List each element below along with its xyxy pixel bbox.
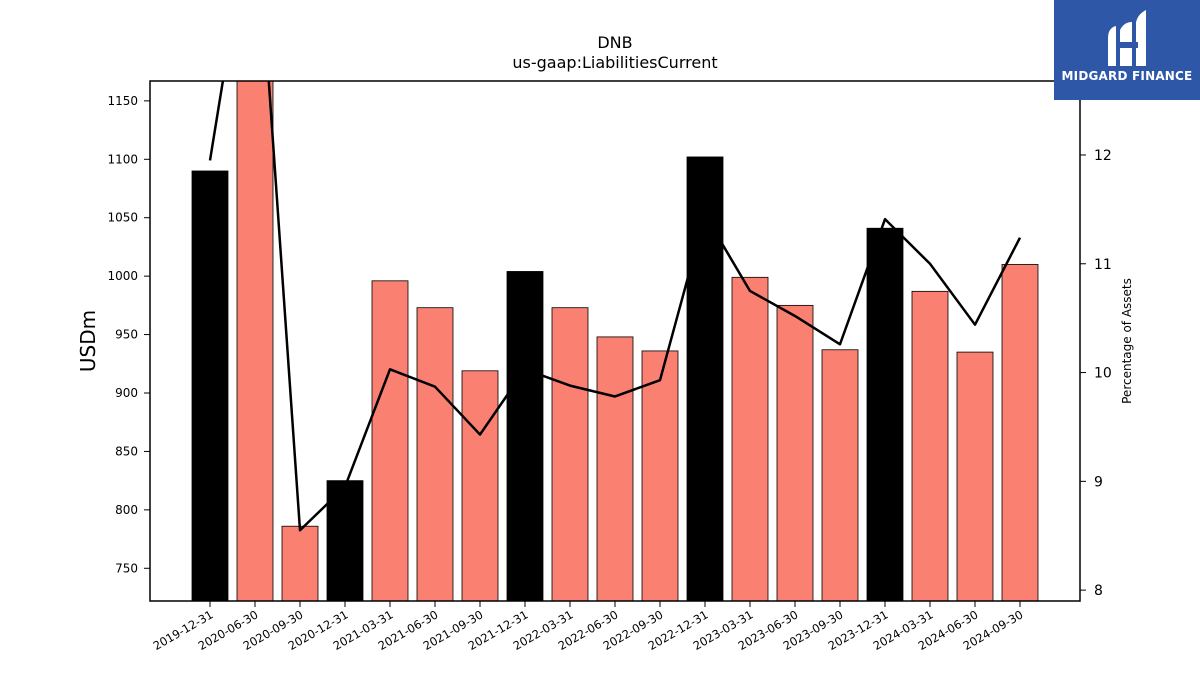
y-tick-label: 1000 (107, 269, 138, 283)
y-tick-label: 950 (115, 328, 138, 342)
x-axis: 2019-12-312020-06-302020-09-302020-12-31… (151, 601, 1026, 653)
y-tick-label: 1100 (107, 152, 138, 166)
y-tick-label: 1150 (107, 94, 138, 108)
y-axis-label: USDm (76, 310, 100, 372)
bars-layer (191, 81, 1039, 601)
bar-2022-03-31 (551, 307, 589, 601)
y-tick-label: 1050 (107, 211, 138, 225)
y2-tick-label: 12 (1094, 148, 1112, 164)
bar-2020-12-31 (326, 480, 364, 601)
bar-2019-12-31 (191, 170, 229, 601)
bar-2024-09-30 (1001, 264, 1039, 601)
y-tick-label: 850 (115, 444, 138, 458)
bar-2023-03-31 (731, 276, 769, 601)
y2-axis-label: Percentage of Assets (1120, 278, 1134, 404)
bar-2021-06-30 (416, 307, 454, 601)
percentage-of-assets-line (208, 81, 1022, 532)
y-tick-label: 900 (115, 386, 138, 400)
y2-tick-label: 11 (1094, 257, 1112, 273)
y-axis-left: 750 800 850 900 950 1000 1050 1100 1150 (107, 94, 150, 575)
midgard-finance-logo: MIDGARD FINANCE (1054, 0, 1200, 100)
bar-2023-09-30 (821, 349, 859, 601)
bar-2020-06-30 (236, 81, 274, 601)
bar-2023-12-31 (866, 227, 904, 601)
bar-2022-06-30 (596, 336, 634, 601)
chart-subtitle: us-gaap:LiabilitiesCurrent (512, 53, 717, 72)
bar-2024-06-30 (956, 351, 994, 601)
y2-tick-label: 9 (1094, 474, 1103, 490)
y2-tick-label: 8 (1094, 583, 1103, 599)
bar-2022-12-31 (686, 156, 724, 601)
bar-2022-09-30 (641, 350, 679, 601)
bar-2021-03-31 (371, 280, 409, 601)
line-layer (208, 81, 1022, 532)
bar-2020-09-30 (281, 525, 319, 601)
bar-2023-06-30 (776, 304, 814, 601)
bar-2021-12-31 (506, 271, 544, 601)
y2-tick-label: 10 (1094, 366, 1112, 382)
logo-mark-icon (1108, 10, 1146, 66)
bar-2021-09-30 (461, 370, 499, 601)
chart-title: DNB (597, 33, 632, 52)
y-tick-label: 800 (115, 503, 138, 517)
bar-2024-03-31 (911, 290, 949, 601)
logo-text: MIDGARD FINANCE (1061, 69, 1193, 83)
y-axis-right: 8 9 10 11 12 (1080, 148, 1112, 599)
y-tick-label: 750 (115, 561, 138, 575)
